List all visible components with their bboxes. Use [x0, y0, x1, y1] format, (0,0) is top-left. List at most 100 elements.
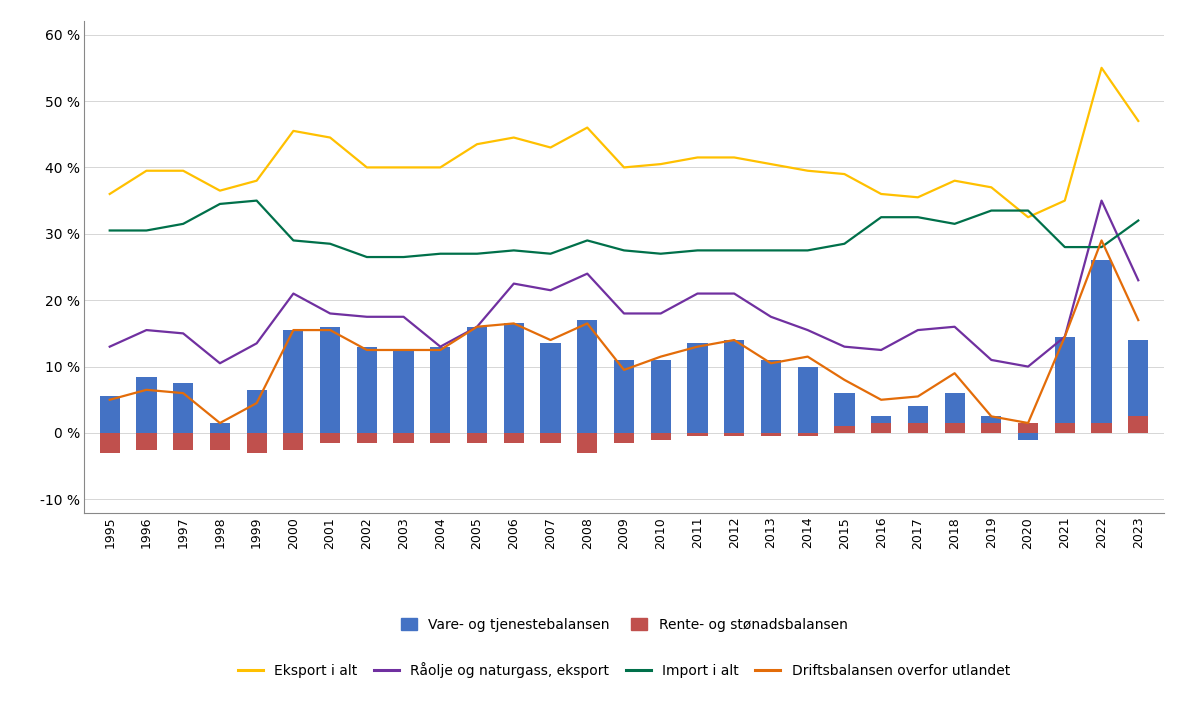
- Bar: [871, 417, 892, 433]
- Driftsbalansen overfor utlandet: [506, 319, 521, 328]
- Bar: [834, 426, 854, 433]
- Import i alt: [433, 249, 448, 258]
- Bar: [907, 423, 928, 433]
- Råolje og naturgass, eksport: [727, 289, 742, 298]
- Import i alt: [396, 253, 410, 261]
- Eksport i alt: [102, 189, 116, 198]
- Bar: [1018, 423, 1038, 433]
- Eksport i alt: [323, 133, 337, 142]
- Import i alt: [580, 236, 594, 245]
- Bar: [320, 327, 341, 433]
- Driftsbalansen overfor utlandet: [396, 346, 410, 355]
- Bar: [798, 433, 817, 436]
- Bar: [431, 347, 450, 433]
- Bar: [540, 433, 560, 443]
- Bar: [137, 433, 156, 449]
- Import i alt: [286, 236, 300, 245]
- Bar: [944, 423, 965, 433]
- Bar: [356, 347, 377, 433]
- Eksport i alt: [139, 167, 154, 175]
- Bar: [944, 393, 965, 433]
- Bar: [1128, 417, 1148, 433]
- Bar: [650, 433, 671, 439]
- Råolje og naturgass, eksport: [911, 326, 925, 335]
- Import i alt: [102, 226, 116, 235]
- Bar: [871, 423, 892, 433]
- Driftsbalansen overfor utlandet: [470, 323, 485, 331]
- Eksport i alt: [1057, 197, 1072, 205]
- Råolje og naturgass, eksport: [433, 342, 448, 351]
- Råolje og naturgass, eksport: [506, 279, 521, 288]
- Import i alt: [911, 213, 925, 221]
- Driftsbalansen overfor utlandet: [690, 342, 704, 351]
- Eksport i alt: [470, 140, 485, 149]
- Råolje og naturgass, eksport: [984, 356, 998, 365]
- Eksport i alt: [544, 143, 558, 152]
- Bar: [1055, 337, 1075, 433]
- Bar: [724, 340, 744, 433]
- Råolje og naturgass, eksport: [1094, 197, 1109, 205]
- Import i alt: [360, 253, 374, 261]
- Bar: [320, 433, 341, 443]
- Bar: [100, 397, 120, 433]
- Råolje og naturgass, eksport: [1057, 333, 1072, 341]
- Import i alt: [506, 246, 521, 255]
- Bar: [246, 433, 266, 453]
- Bar: [467, 327, 487, 433]
- Driftsbalansen overfor utlandet: [948, 369, 962, 377]
- Bar: [724, 433, 744, 436]
- Bar: [907, 407, 928, 433]
- Råolje og naturgass, eksport: [250, 339, 264, 347]
- Råolje og naturgass, eksport: [212, 359, 227, 367]
- Råolje og naturgass, eksport: [360, 313, 374, 321]
- Bar: [1092, 423, 1111, 433]
- Import i alt: [1057, 243, 1072, 251]
- Driftsbalansen overfor utlandet: [544, 336, 558, 345]
- Eksport i alt: [948, 177, 962, 185]
- Driftsbalansen overfor utlandet: [212, 419, 227, 427]
- Eksport i alt: [911, 193, 925, 201]
- Import i alt: [212, 199, 227, 208]
- Råolje og naturgass, eksport: [690, 289, 704, 298]
- Driftsbalansen overfor utlandet: [654, 352, 668, 361]
- Eksport i alt: [396, 163, 410, 172]
- Legend: Eksport i alt, Råolje og naturgass, eksport, Import i alt, Driftsbalansen overfo: Eksport i alt, Råolje og naturgass, eksp…: [238, 662, 1010, 678]
- Import i alt: [176, 219, 191, 228]
- Bar: [688, 343, 708, 433]
- Råolje og naturgass, eksport: [1021, 362, 1036, 371]
- Import i alt: [323, 239, 337, 248]
- Eksport i alt: [1132, 117, 1146, 125]
- Råolje og naturgass, eksport: [580, 269, 594, 278]
- Råolje og naturgass, eksport: [544, 286, 558, 295]
- Eksport i alt: [580, 123, 594, 132]
- Eksport i alt: [506, 133, 521, 142]
- Bar: [356, 433, 377, 443]
- Bar: [173, 433, 193, 449]
- Råolje og naturgass, eksport: [654, 309, 668, 318]
- Driftsbalansen overfor utlandet: [838, 376, 852, 384]
- Råolje og naturgass, eksport: [396, 313, 410, 321]
- Driftsbalansen overfor utlandet: [1021, 419, 1036, 427]
- Bar: [210, 433, 230, 449]
- Line: Eksport i alt: Eksport i alt: [109, 68, 1139, 217]
- Driftsbalansen overfor utlandet: [763, 359, 778, 367]
- Bar: [761, 360, 781, 433]
- Bar: [650, 360, 671, 433]
- Eksport i alt: [690, 153, 704, 162]
- Bar: [614, 433, 634, 443]
- Bar: [1018, 433, 1038, 439]
- Import i alt: [984, 206, 998, 215]
- Bar: [394, 433, 414, 443]
- Import i alt: [763, 246, 778, 255]
- Driftsbalansen overfor utlandet: [360, 346, 374, 355]
- Råolje og naturgass, eksport: [874, 346, 888, 355]
- Råolje og naturgass, eksport: [470, 323, 485, 331]
- Eksport i alt: [763, 159, 778, 168]
- Bar: [210, 423, 230, 433]
- Bar: [1092, 261, 1111, 433]
- Bar: [137, 377, 156, 433]
- Råolje og naturgass, eksport: [323, 309, 337, 318]
- Eksport i alt: [433, 163, 448, 172]
- Import i alt: [800, 246, 815, 255]
- Bar: [173, 383, 193, 433]
